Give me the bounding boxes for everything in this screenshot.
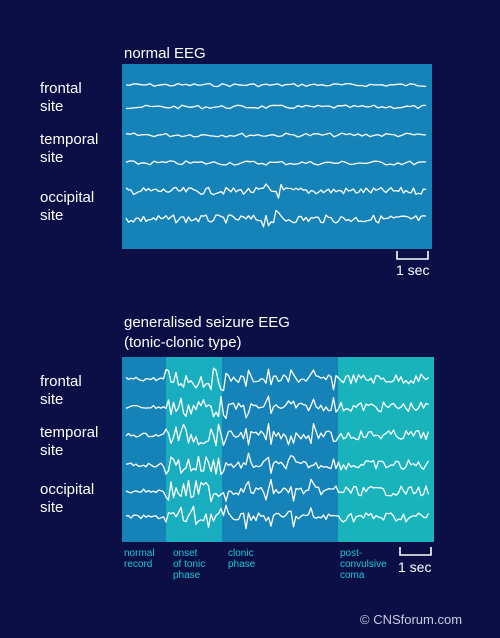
seizure-trace-5 <box>125 478 430 503</box>
normal-temporal-label: temporal site <box>40 131 99 166</box>
normal-frontal-label: frontal site <box>40 80 82 115</box>
seizure-scale-label: 1 sec <box>398 559 432 575</box>
seizure-eeg-panel <box>122 357 434 542</box>
seizure-occipital-label: occipital site <box>40 481 95 516</box>
seizure-trace-1 <box>125 367 429 392</box>
normal-trace-3 <box>125 132 427 138</box>
phase-label-clonic: clonic phase <box>228 548 256 570</box>
normal-panel-background <box>122 64 432 249</box>
seizure-trace-4 <box>125 452 430 476</box>
seizure-trace-2 <box>125 395 429 420</box>
seizure-frontal-label: frontal site <box>40 373 82 408</box>
seizure-trace-3 <box>125 422 430 447</box>
seizure-temporal-label: temporal site <box>40 424 99 459</box>
copyright-credit: © CNSforum.com <box>360 612 463 627</box>
normal-trace-4 <box>125 160 426 166</box>
normal-trace-5 <box>125 183 427 199</box>
normal-trace-6 <box>125 209 427 228</box>
phase-label-post-convulsive-coma: post- convulsive coma <box>340 548 387 581</box>
normal-eeg-panel <box>122 64 432 249</box>
normal-trace-1 <box>125 82 427 88</box>
normal-trace-2 <box>125 104 427 110</box>
seizure-scale-bar <box>399 547 432 556</box>
coma-phase-band <box>338 357 434 542</box>
seizure-eeg-title: generalised seizure EEG <box>124 314 290 331</box>
normal-eeg-title: normal EEG <box>124 45 206 62</box>
normal-scale-label: 1 sec <box>396 262 430 278</box>
normal-scale-bar <box>396 251 429 260</box>
seizure-eeg-subtitle: (tonic-clonic type) <box>124 334 242 351</box>
seizure-traces <box>125 367 430 530</box>
phase-label-normal-record: normal record <box>124 548 155 570</box>
normal-occipital-label: occipital site <box>40 189 95 224</box>
seizure-trace-6 <box>126 504 430 530</box>
normal-traces <box>125 82 427 228</box>
phase-label-tonic-onset: onset of tonic phase <box>173 548 206 581</box>
